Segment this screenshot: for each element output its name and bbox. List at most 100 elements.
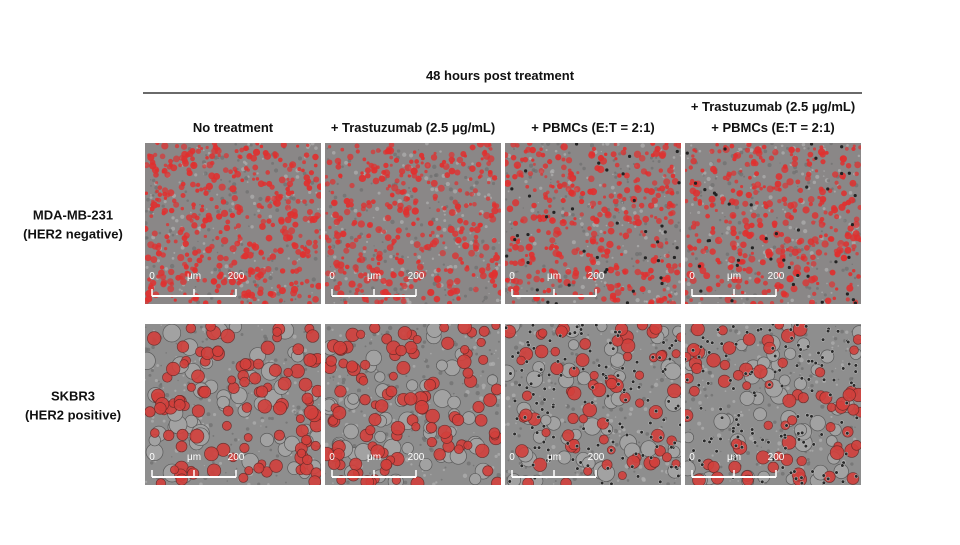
red-cell <box>829 236 833 240</box>
speck <box>807 181 811 185</box>
pbmc <box>534 401 539 406</box>
pbmc <box>840 463 845 468</box>
red-cell <box>287 211 292 217</box>
gray-cell <box>568 339 580 351</box>
speck <box>220 178 223 181</box>
red-cell <box>259 267 267 275</box>
red-cell <box>306 143 310 148</box>
scale-unit: μm <box>727 452 741 463</box>
red-cell <box>512 260 518 267</box>
red-cell <box>301 168 305 173</box>
speck <box>831 370 834 373</box>
red-cell <box>823 210 828 215</box>
red-cell <box>700 168 705 173</box>
red-cell <box>753 364 768 379</box>
speck <box>552 328 555 331</box>
red-cell <box>153 152 158 157</box>
red-cell <box>215 283 221 289</box>
speck <box>193 404 195 406</box>
red-cell <box>150 256 158 263</box>
red-cell <box>376 254 381 259</box>
speck <box>346 374 349 377</box>
speck <box>370 338 373 341</box>
red-cell <box>597 200 602 205</box>
speck <box>685 400 687 404</box>
speck <box>482 259 485 262</box>
speck <box>582 276 586 280</box>
red-cell <box>291 242 297 248</box>
pbmc <box>542 397 547 402</box>
red-cell <box>217 254 224 262</box>
pbmc <box>697 264 702 268</box>
speck <box>257 482 261 485</box>
red-cell <box>220 328 235 344</box>
pbmc <box>632 369 637 374</box>
speck <box>703 171 707 175</box>
red-cell <box>548 245 554 251</box>
pbmc <box>555 359 560 364</box>
speck <box>618 211 620 214</box>
red-cell <box>227 382 240 394</box>
speck <box>761 244 764 247</box>
red-cell <box>469 144 476 151</box>
speck <box>295 175 300 179</box>
red-cell <box>189 218 194 223</box>
red-cell <box>824 233 828 238</box>
red-cell <box>421 249 425 253</box>
red-cell <box>308 475 321 485</box>
red-cell <box>562 262 568 267</box>
speck <box>710 407 715 411</box>
speck <box>765 234 767 237</box>
speck <box>710 374 715 378</box>
pbmc <box>723 147 727 151</box>
red-cell <box>688 245 694 251</box>
red-cell <box>812 291 817 297</box>
red-cell <box>255 385 269 398</box>
red-cell <box>734 179 739 184</box>
red-cell <box>341 256 345 260</box>
red-cell <box>188 299 193 304</box>
red-cell <box>384 148 391 155</box>
red-cell <box>650 257 658 264</box>
speck <box>473 345 477 350</box>
red-cell <box>720 201 725 205</box>
speck <box>359 188 364 192</box>
red-cell <box>541 428 551 438</box>
speck <box>759 437 762 439</box>
red-cell <box>491 269 498 276</box>
red-cell <box>623 172 630 179</box>
red-cell <box>685 198 689 204</box>
red-cell <box>857 205 861 210</box>
red-cell <box>241 402 253 413</box>
red-cell <box>512 277 520 285</box>
red-cell <box>742 381 752 391</box>
speck <box>397 198 402 204</box>
red-cell <box>366 233 372 239</box>
red-cell <box>843 241 850 247</box>
speck <box>425 143 429 146</box>
red-cell <box>315 282 321 290</box>
speck <box>724 390 727 392</box>
speck <box>556 143 560 146</box>
speck <box>206 412 211 417</box>
pbmc <box>714 449 719 454</box>
speck <box>582 229 586 233</box>
speck <box>762 175 766 179</box>
red-cell <box>715 143 719 147</box>
column-header: + PBMCs (E:T = 2:1) <box>711 120 835 135</box>
speck <box>168 228 173 233</box>
speck <box>510 382 515 387</box>
red-cell <box>614 162 620 168</box>
red-cell <box>733 153 738 159</box>
speck <box>258 196 263 202</box>
red-cell <box>542 163 549 169</box>
red-cell <box>446 279 454 287</box>
speck <box>788 253 793 257</box>
red-cell <box>222 405 234 417</box>
speck <box>807 387 810 389</box>
speck <box>163 200 167 204</box>
speck <box>270 416 274 421</box>
speck <box>837 345 840 347</box>
red-cell <box>262 150 269 157</box>
